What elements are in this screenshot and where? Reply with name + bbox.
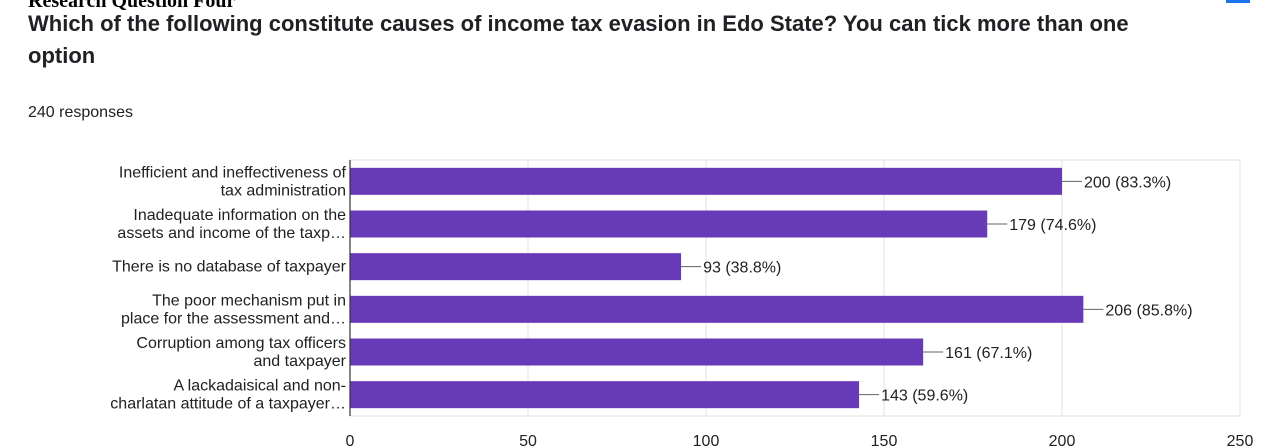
- value-label: 206 (85.8%): [1105, 302, 1192, 319]
- category-label: assets and income of the taxp…: [117, 225, 346, 242]
- value-label: 161 (67.1%): [945, 345, 1032, 362]
- x-tick-label: 50: [519, 433, 537, 448]
- x-tick-label: 0: [346, 433, 355, 448]
- bar: [350, 295, 1084, 323]
- category-label: place for the assessment and…: [121, 310, 346, 327]
- value-label: 93 (38.8%): [703, 260, 781, 277]
- category-label: Inadequate information on the: [133, 207, 346, 224]
- value-label: 200 (83.3%): [1084, 174, 1171, 191]
- x-tick-label: 100: [693, 433, 720, 448]
- category-label: A lackadaisical and non-: [173, 378, 346, 395]
- section-heading: Research Question Four: [28, 0, 236, 12]
- value-label: 179 (74.6%): [1009, 217, 1096, 234]
- bar: [350, 381, 860, 409]
- bar: [350, 210, 988, 238]
- value-label: 143 (59.6%): [881, 388, 968, 405]
- category-label: and taxpayer: [253, 353, 346, 370]
- category-label: tax administration: [221, 182, 346, 199]
- category-label: The poor mechanism put in: [152, 292, 346, 309]
- x-tick-label: 250: [1227, 433, 1254, 448]
- bar: [350, 338, 924, 366]
- question-title: Which of the following constitute causes…: [28, 11, 1129, 68]
- x-tick-label: 150: [871, 433, 898, 448]
- response-count: 240 responses: [28, 104, 133, 121]
- category-label: Corruption among tax officers: [136, 335, 346, 352]
- category-label: charlatan attitude of a taxpayer…: [110, 396, 346, 413]
- bar: [350, 167, 1062, 195]
- category-label: There is no database of taxpayer: [112, 259, 347, 276]
- category-label: Inefficient and ineffectiveness of: [119, 164, 347, 181]
- x-tick-label: 200: [1049, 433, 1076, 448]
- bar: [350, 253, 682, 281]
- corner-accent: [1226, 0, 1250, 3]
